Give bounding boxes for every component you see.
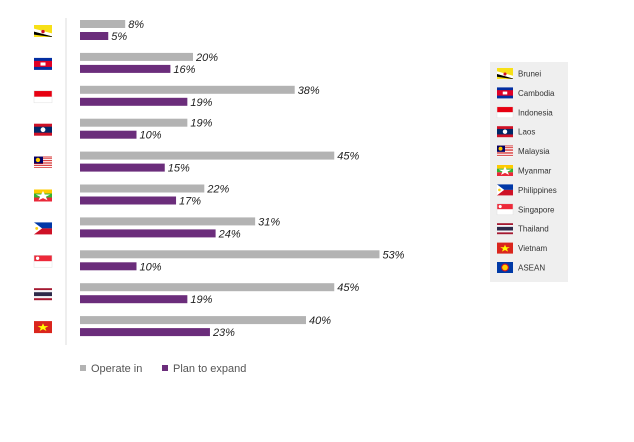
legend-label-plan-to-expand: Plan to expand (173, 363, 246, 375)
key-label-singapore: Singapore (518, 205, 555, 214)
label-operate-cambodia: 20% (195, 52, 218, 64)
bar-expand-philippines (80, 229, 216, 238)
key-label-philippines: Philippines (518, 186, 557, 195)
bar-expand-singapore (80, 262, 137, 271)
indonesia-flag-icon (33, 90, 53, 104)
legend-swatch-operate-in (80, 365, 86, 371)
key-indonesia-flag-icon (496, 106, 514, 119)
key-thailand-flag-icon (497, 223, 513, 235)
key-label-malaysia: Malaysia (518, 147, 550, 156)
label-operate-indonesia: 38% (298, 85, 320, 97)
vietnam-flag-icon (34, 321, 52, 334)
key-label-brunei: Brunei (518, 70, 541, 79)
bar-operate-cambodia (80, 52, 193, 61)
cambodia-flag-icon (34, 57, 52, 70)
key-vietnam-flag-icon (497, 242, 513, 254)
label-operate-philippines: 31% (258, 216, 280, 228)
label-operate-myanmar: 22% (206, 184, 229, 196)
label-operate-singapore: 53% (382, 249, 404, 261)
myanmar-flag-icon (34, 189, 52, 202)
key-myanmar-flag-icon (497, 165, 513, 176)
bar-expand-myanmar (80, 196, 177, 205)
label-expand-myanmar: 17% (179, 196, 201, 208)
flag-key-panel: Brunei Cambodia Indonesia Laos Malaysia Myanm… (490, 62, 568, 282)
bar-operate-myanmar (80, 184, 205, 193)
label-expand-malaysia: 15% (168, 163, 190, 175)
key-cambodia-flag-icon (497, 87, 513, 99)
label-operate-thailand: 45% (337, 282, 359, 294)
key-laos-flag-icon (497, 126, 513, 138)
key-label-myanmar: Myanmar (518, 167, 552, 176)
key-label-indonesia: Indonesia (518, 108, 553, 117)
bar-expand-thailand (80, 295, 188, 304)
philippines-flag-icon (34, 222, 52, 235)
bar-expand-brunei (80, 32, 109, 40)
thailand-flag-icon (34, 288, 52, 301)
label-expand-singapore: 10% (140, 261, 162, 273)
bar-operate-philippines (80, 217, 256, 226)
key-brunei-flag-icon (497, 68, 513, 79)
key-asean-flag-icon (497, 262, 513, 273)
key-singapore-flag-icon (496, 203, 514, 216)
bar-expand-cambodia (80, 64, 171, 73)
label-expand-brunei: 5% (111, 31, 127, 43)
label-expand-vietnam: 23% (212, 327, 235, 339)
legend-label-operate-in: Operate in (91, 363, 142, 375)
key-philippines-flag-icon (497, 184, 513, 196)
chart-legend: Operate in Plan to expand (80, 363, 246, 375)
bar-expand-malaysia (80, 163, 165, 172)
label-operate-laos: 19% (190, 118, 212, 130)
laos-flag-icon (34, 123, 52, 136)
bar-operate-malaysia (80, 151, 335, 160)
key-label-asean: ASEAN (518, 264, 545, 273)
bar-operate-laos (80, 118, 188, 127)
bar-operate-vietnam (80, 316, 306, 325)
label-operate-malaysia: 45% (337, 151, 359, 163)
legend-swatch-plan-to-expand (162, 365, 168, 371)
brunei-flag-icon (34, 25, 52, 37)
key-label-laos: Laos (518, 128, 535, 137)
singapore-flag-icon (33, 255, 53, 268)
key-label-thailand: Thailand (518, 225, 549, 234)
key-label-vietnam: Vietnam (518, 244, 548, 253)
label-expand-philippines: 24% (218, 228, 241, 240)
key-label-cambodia: Cambodia (518, 89, 555, 98)
bar-operate-indonesia (80, 85, 295, 94)
bar-expand-vietnam (80, 328, 210, 337)
label-expand-cambodia: 16% (173, 64, 195, 76)
bar-operate-brunei (80, 20, 126, 28)
label-expand-thailand: 19% (190, 294, 212, 306)
bar-group: 8%5% 20%16% 38% 19% 19% 10% 45% 15% 22% 17% 31% 24%… (80, 19, 405, 339)
bar-expand-laos (80, 130, 137, 139)
key-malaysia-flag-icon (497, 145, 513, 157)
label-expand-laos: 10% (140, 130, 162, 142)
bar-operate-thailand (80, 283, 335, 292)
label-expand-indonesia: 19% (190, 97, 212, 109)
flag-column (33, 25, 53, 334)
bar-expand-indonesia (80, 97, 188, 106)
malaysia-flag-icon (34, 156, 52, 169)
label-operate-brunei: 8% (128, 19, 144, 31)
label-operate-vietnam: 40% (309, 315, 331, 327)
bar-operate-singapore (80, 250, 380, 259)
